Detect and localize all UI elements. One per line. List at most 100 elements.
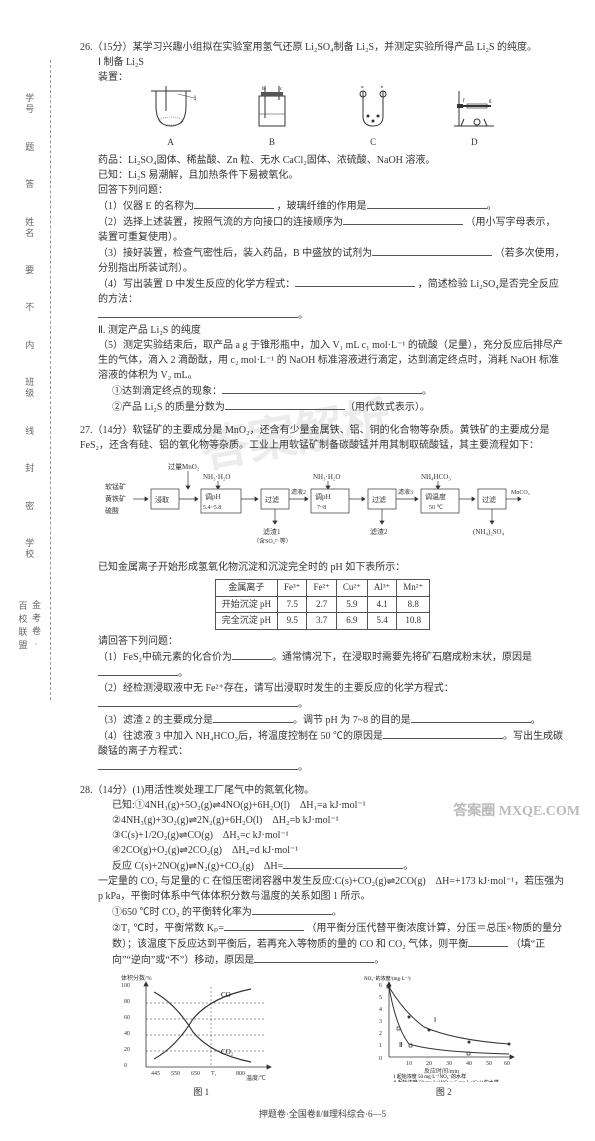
svg-text:80: 80	[124, 999, 130, 1005]
q26-part2: Ⅱ. 测定产品 Li₂S 的纯度	[80, 323, 565, 338]
svg-text:(NH₄)₂SO₄: (NH₄)₂SO₄	[473, 528, 505, 536]
q26-header: 26.（15分）某学习兴趣小组拟在实验室用氢气还原 Li₂SO₄制备 Li₂S，…	[80, 40, 565, 55]
svg-text:c: c	[280, 87, 283, 92]
q27-i4a: （4）往滤液 3 中加入 NH₄HCO₃后，将温度控制在 50 ℃的原因是	[98, 731, 383, 742]
q26-drugs: 药品：Li₂SO₄固体、稀盐酸、Zn 粒、无水 CaCl₂固体、浓硫酸、NaOH…	[80, 153, 565, 168]
q26-i3: （3）接好装置，检查气密性后，装入药品，B 中盛放的试剂为	[98, 248, 372, 259]
svg-text:CO: CO	[221, 991, 231, 999]
svg-text:过量MnO₂: 过量MnO₂	[168, 462, 200, 471]
q27-i2a: （2）经检测浸取液中无 Fe²⁺存在，请写出浸取时发生的主要反应的化学方程式：	[98, 683, 454, 694]
svg-text:NO₃⁻的浓度/(mg·L⁻¹): NO₃⁻的浓度/(mg·L⁻¹)	[364, 975, 411, 982]
svg-text:60: 60	[124, 1015, 130, 1021]
svg-text:7~8: 7~8	[317, 505, 326, 511]
svg-text:硫酸: 硫酸	[105, 506, 119, 515]
q28-i1a: ①650 ℃时 CO₂ 的平衡转化率为	[112, 907, 252, 918]
svg-text:NH₄HCO₃: NH₄HCO₃	[421, 473, 451, 481]
q27-i1a: （1）FeS₂中硫元素的化合价为	[98, 652, 232, 663]
svg-text:滤液3: 滤液3	[398, 488, 413, 496]
svg-text:玻璃纤维: 玻璃纤维	[194, 95, 196, 102]
q26-i2: （2）选择上述装置，按照气流的方向接口的连接顺序为	[98, 217, 343, 228]
app-label-b: B	[247, 136, 297, 150]
svg-text:f: f	[463, 99, 465, 104]
svg-text:50 ℃: 50 ℃	[429, 505, 444, 511]
q27-i3a: （3）滤渣 2 的主要成分是	[98, 715, 213, 726]
svg-text:0: 0	[379, 1056, 382, 1062]
svg-text:T₁: T₁	[211, 1071, 217, 1077]
svg-text:Ⅰ 起始浓度 50 mg·L⁻¹NO₃⁻的水样: Ⅰ 起始浓度 50 mg·L⁻¹NO₃⁻的水样	[394, 1073, 466, 1080]
svg-text:60: 60	[504, 1061, 510, 1067]
q27-i3b: 。调节 pH 为 7~8 的目的是	[293, 715, 411, 726]
svg-text:30: 30	[446, 1061, 452, 1067]
corner-logo: 答案圈 MXQE.COM	[453, 801, 580, 822]
svg-text:20: 20	[426, 1061, 432, 1067]
svg-text:滤渣2: 滤渣2	[370, 527, 388, 536]
svg-text:20: 20	[124, 1047, 130, 1053]
chart1: 0 20 40 60 80 100 445 550 650 T₁ 800 温度/℃ 体积分数/…	[121, 972, 281, 1100]
q28-eq4: ④2CO(g)+O₂(g)⇌2CO₂(g) ΔH₄=d kJ·mol⁻¹	[80, 843, 565, 858]
svg-text:4: 4	[379, 1007, 382, 1013]
q26-i1: （1）仪器 E 的名称为	[98, 201, 194, 212]
svg-text:滤渣1: 滤渣1	[263, 527, 281, 536]
svg-text:g: g	[489, 99, 492, 104]
q26-i5: （5）测定实验结束后，取产品 a g 于锥形瓶中，加入 V₁ mL c₁ mol…	[80, 338, 565, 383]
svg-text:10: 10	[406, 1061, 412, 1067]
chart1-title: 图 1	[121, 1086, 281, 1100]
svg-text:2: 2	[379, 1031, 382, 1037]
svg-text:550: 550	[171, 1071, 180, 1077]
svg-text:1: 1	[379, 1043, 382, 1049]
svg-text:温度/℃: 温度/℃	[246, 1074, 266, 1082]
svg-text:0: 0	[124, 1063, 127, 1069]
svg-text:滤液2: 滤液2	[291, 488, 306, 496]
q26-known: 已知：Li₂S 易潮解，且加热条件下易被氧化。	[80, 168, 565, 183]
svg-text:黄铁矿: 黄铁矿	[105, 494, 126, 503]
page-footer: 押题卷·全国卷Ⅱ/Ⅲ理科综合·6—5	[80, 1108, 565, 1122]
svg-text:调温度: 调温度	[425, 492, 446, 501]
svg-text:800: 800	[236, 1071, 245, 1077]
q28-i1b: ②T₁ ℃时，平衡常数 Kₚ=	[112, 923, 224, 934]
svg-text:体积分数/%: 体积分数/%	[121, 974, 152, 982]
svg-text:100: 100	[121, 983, 130, 989]
svg-text:40: 40	[124, 1031, 130, 1037]
q26-answer-label: 回答下列问题：	[80, 183, 565, 198]
q28-eq3: ③C(s)+1/2O₂(g)⇌CO(g) ΔH₃=c kJ·mol⁻¹	[80, 828, 565, 843]
svg-text:5.4~5.8: 5.4~5.8	[203, 505, 221, 511]
svg-text:40: 40	[466, 1061, 472, 1067]
q26-i4: （4）写出装置 D 中发生反应的化学方程式：	[98, 279, 295, 290]
svg-text:d: d	[361, 86, 364, 90]
q27-table-title: 已知金属离子开始形成氢氧化物沉淀和沉淀完全时的 pH 如下表所示：	[80, 560, 565, 575]
svg-text:3: 3	[379, 1019, 382, 1025]
question-28: 28.（14分）(1)用活性炭处理工厂尾气中的氮氧化物。 已知:①4NH₃(g)…	[80, 783, 565, 1100]
svg-text:NH₃·H₂O: NH₃·H₂O	[203, 473, 230, 481]
q26-i5c: （用代数式表示）。	[345, 402, 430, 413]
svg-text:浸取: 浸取	[155, 495, 169, 504]
q27-header: 27.（14分）软锰矿的主要成分是 MnO₂，还含有少量金属铁、铝、铜的化合物等…	[80, 423, 565, 453]
svg-text:过滤: 过滤	[265, 495, 279, 504]
q27-ask: 请回答下列问题：	[80, 634, 565, 649]
svg-text:过滤: 过滤	[482, 495, 496, 504]
svg-text:NH₃·H₂O: NH₃·H₂O	[313, 473, 340, 481]
q26-i5b: ②产品 Li₂S 的质量分数为	[112, 402, 225, 413]
apparatus-row: 玻璃纤维 A bc B de C	[80, 89, 565, 149]
svg-text:445: 445	[151, 1071, 160, 1077]
question-27: 27.（14分）软锰矿的主要成分是 MnO₂，还含有少量金属铁、铝、铜的化合物等…	[80, 423, 565, 775]
flow-diagram: 软锰矿 黄铁矿 硫酸 过量MnO₂ 浸取 NH₃·H₂O 调pH 5.4~5.8	[80, 459, 565, 554]
svg-text:过滤: 过滤	[372, 495, 386, 504]
q26-i5a: ①达到滴定终点的现象：	[112, 386, 222, 397]
svg-text:50: 50	[486, 1061, 492, 1067]
svg-text:650: 650	[191, 1071, 200, 1077]
svg-text:MnCO₃: MnCO₃	[511, 490, 530, 496]
ph-table: 金属离子Fe³⁺Fe²⁺ Cu²⁺Al³⁺Mn²⁺ 开始沉淀 pH7.52.7 …	[215, 579, 431, 630]
q26-part1: Ⅰ 制备 Li₂S	[80, 55, 565, 70]
svg-text:5: 5	[379, 995, 382, 1001]
q28-eq5: 反应 C(s)+2NO(g)⇌N₂(g)+CO₂(g) ΔH=	[112, 861, 283, 872]
q26-i1b: ，玻璃纤维的作用是	[277, 201, 367, 212]
svg-text:Ⅰ: Ⅰ	[434, 1016, 436, 1024]
svg-text:（含SO₄²⁻等）: （含SO₄²⁻等）	[253, 537, 292, 545]
chart2-title: 图 2	[364, 1086, 524, 1100]
q28-i1: 一定量的 CO₂ 与足量的 C 在恒压密闭容器中发生反应:C(s)+CO₂(g)…	[80, 874, 565, 904]
q26-zz: 装置：	[80, 70, 565, 85]
svg-text:CO₂: CO₂	[221, 1048, 234, 1056]
app-label-a: A	[146, 136, 196, 150]
svg-text:反应时间/min: 反应时间/min	[424, 1067, 459, 1075]
app-label-c: C	[348, 136, 398, 150]
